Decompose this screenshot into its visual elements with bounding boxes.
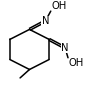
- Text: OH: OH: [68, 58, 84, 68]
- Text: OH: OH: [51, 1, 67, 11]
- Text: N: N: [61, 43, 69, 53]
- Text: N: N: [42, 16, 49, 26]
